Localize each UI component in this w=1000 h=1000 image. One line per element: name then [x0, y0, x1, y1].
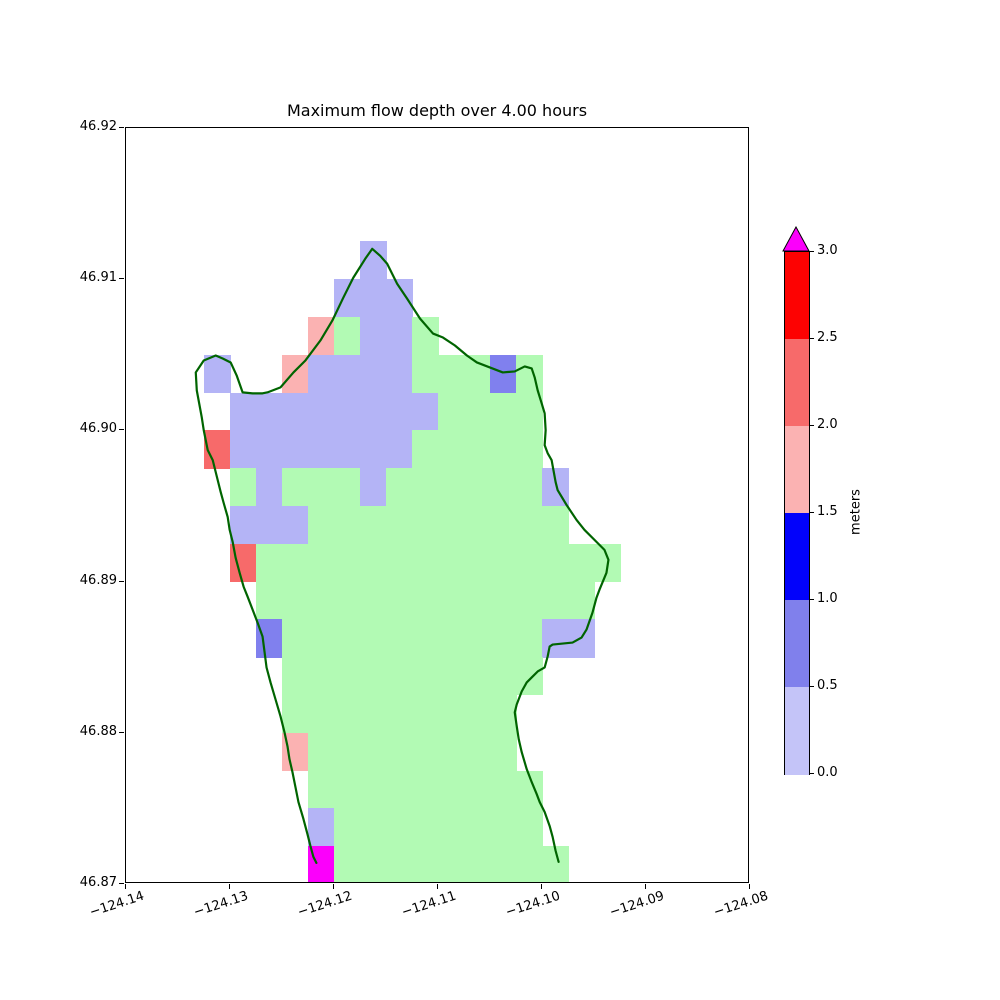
- heatmap-cell-run: [334, 317, 361, 356]
- colorbar-band: [785, 600, 809, 688]
- colorbar-band: [785, 426, 809, 514]
- heatmap-cell-run: [308, 732, 517, 772]
- y-tick-label: 46.92: [79, 119, 117, 134]
- heatmap-cell-run: [230, 506, 309, 545]
- y-tick-mark: [119, 127, 124, 128]
- x-tick-label: −124.13: [191, 888, 251, 921]
- heatmap-cell-run: [386, 468, 543, 507]
- x-tick-mark: [541, 884, 542, 889]
- heatmap-cell-run: [256, 468, 283, 507]
- colorbar-tick-label: 2.5: [817, 330, 838, 345]
- x-tick-mark: [229, 884, 230, 889]
- colorbar: [784, 251, 810, 775]
- colorbar-band: [785, 513, 809, 601]
- plot-area: [125, 127, 749, 883]
- heatmap-cell-run: [412, 430, 543, 469]
- heatmap-cell-run: [256, 581, 595, 620]
- heatmap-cell-run: [282, 468, 361, 507]
- x-tick-mark: [333, 884, 334, 889]
- heatmap-cell-run: [230, 392, 439, 431]
- colorbar-tick-label: 3.0: [817, 243, 838, 258]
- x-tick-label: −124.09: [607, 888, 667, 921]
- y-tick-mark: [119, 429, 124, 431]
- y-tick-label: 46.89: [79, 572, 117, 588]
- colorbar-tick-label: 1.0: [817, 591, 838, 606]
- y-tick-mark: [119, 731, 124, 733]
- x-tick-mark: [125, 884, 126, 889]
- colorbar-tick-mark: [809, 251, 814, 252]
- x-tick-mark: [749, 884, 750, 889]
- colorbar-tick-label: 2.0: [817, 417, 838, 432]
- heatmap-cell-run: [230, 468, 257, 507]
- x-tick-mark: [437, 884, 438, 889]
- colorbar-tick-label: 1.5: [817, 504, 838, 519]
- heatmap-cell-run: [308, 354, 413, 394]
- colorbar-band: [785, 339, 809, 427]
- x-tick-label: −124.12: [295, 888, 355, 921]
- heatmap-cell-run: [308, 770, 543, 809]
- heatmap-cell-run: [230, 430, 413, 469]
- heatmap-cell-run: [360, 317, 413, 356]
- colorbar-band: [785, 687, 809, 775]
- x-tick-label: −124.10: [503, 888, 563, 921]
- heatmap-cell-run: [282, 657, 543, 696]
- heatmap-cell-run: [490, 354, 517, 394]
- heatmap-cell-run: [282, 695, 517, 734]
- heatmap-cell-run: [334, 808, 543, 847]
- y-tick-mark: [119, 580, 124, 582]
- heatmap-cell-run: [516, 354, 543, 394]
- colorbar-over-arrow: [782, 226, 810, 252]
- heatmap-cell-run: [412, 354, 491, 394]
- heatmap-cell-run: [438, 392, 543, 431]
- colorbar-band: [785, 252, 809, 340]
- y-tick-label: 46.87: [79, 875, 117, 890]
- shoreline-outline: [194, 247, 610, 864]
- colorbar-tick-mark: [809, 338, 814, 339]
- y-tick-mark: [119, 883, 124, 884]
- heatmap-cell-run: [308, 808, 335, 847]
- colorbar-axis-label: meters: [848, 489, 864, 535]
- colorbar-tick-mark: [809, 773, 814, 774]
- y-tick-label: 46.88: [79, 723, 117, 739]
- y-tick-mark: [119, 278, 124, 280]
- x-tick-mark: [645, 884, 646, 889]
- shoreline-path: [194, 247, 610, 864]
- colorbar-tick-label: 0.5: [817, 678, 838, 693]
- heatmap-cell-run: [282, 619, 543, 658]
- colorbar-tick-mark: [809, 512, 814, 513]
- heatmap-cell-run: [308, 506, 569, 545]
- heatmap-layer: [126, 128, 748, 882]
- chart-title: Maximum flow depth over 4.00 hours: [286, 101, 588, 120]
- heatmap-cell-run: [256, 619, 283, 658]
- y-tick-label: 46.91: [79, 270, 117, 286]
- colorbar-tick-mark: [809, 425, 814, 426]
- heatmap-cell-run: [360, 468, 387, 507]
- heatmap-cell-run: [334, 846, 569, 882]
- colorbar-tick-label: 0.0: [817, 765, 838, 780]
- x-tick-label: −124.11: [399, 888, 459, 921]
- colorbar-tick-mark: [809, 599, 814, 600]
- colorbar-tick-mark: [809, 686, 814, 687]
- heatmap-cell-run: [256, 543, 621, 583]
- x-tick-label: −124.08: [711, 888, 771, 921]
- y-tick-label: 46.90: [79, 421, 117, 437]
- heatmap-cell-run: [542, 619, 595, 658]
